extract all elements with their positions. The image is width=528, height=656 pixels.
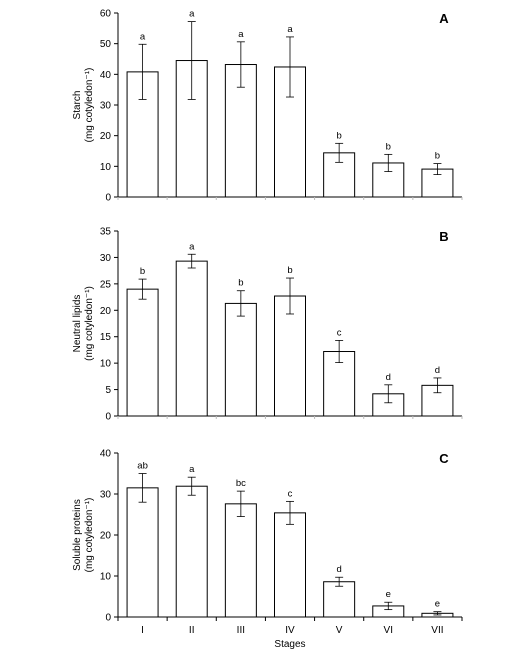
y-tick-label: 25: [100, 279, 112, 290]
y-axis-title: Soluble proteins: [72, 499, 83, 571]
y-tick-label: 0: [105, 193, 111, 204]
significance-label: a: [189, 9, 195, 20]
bar: [224, 302, 257, 417]
chart-panel-c: 0 10 20 30 40 ab Ia II bc III c IV d Ve VI e VII C Soluble…: [72, 449, 463, 650]
bar: [224, 503, 257, 618]
significance-label: e: [435, 599, 440, 610]
y-tick-label: 10: [100, 572, 112, 583]
bar: [175, 260, 208, 417]
panel-letter: C: [439, 451, 449, 466]
significance-label: a: [189, 464, 195, 475]
significance-label: b: [140, 266, 145, 277]
significance-label: b: [336, 130, 341, 141]
panel-letter: A: [439, 11, 449, 26]
y-tick-label: 30: [100, 253, 112, 264]
y-tick-label: 10: [100, 359, 112, 370]
x-tick-label: V: [336, 625, 343, 636]
panel-letter: B: [439, 229, 448, 244]
x-axis-title: Stages: [274, 639, 305, 650]
bar: [126, 487, 159, 618]
y-axis-unit: (mg cotyledon⁻¹): [84, 68, 95, 143]
x-tick-label: II: [189, 625, 195, 636]
significance-label: d: [386, 372, 391, 383]
significance-label: a: [140, 31, 146, 42]
significance-label: d: [435, 365, 440, 376]
y-tick-label: 30: [100, 490, 112, 501]
significance-label: ab: [137, 461, 148, 472]
y-tick-label: 0: [105, 613, 111, 624]
y-axis-unit: (mg cotyledon⁻¹): [84, 498, 95, 573]
bar: [126, 288, 159, 417]
bar: [274, 295, 306, 417]
significance-label: a: [189, 241, 195, 252]
y-tick-label: 60: [100, 9, 112, 20]
significance-label: d: [336, 564, 341, 575]
x-tick-label: VII: [431, 625, 443, 636]
y-tick-label: 0: [105, 412, 111, 423]
y-tick-label: 10: [100, 162, 112, 173]
chart-panel-b: 0 5 10 15 20 25 30 35 b a b b c d d B Neutral lipids (mg …: [72, 227, 463, 423]
y-axis-title: Neutral lipids: [72, 295, 83, 353]
y-axis-unit: (mg cotyledon⁻¹): [84, 286, 95, 361]
significance-label: b: [287, 265, 292, 276]
y-tick-label: 30: [100, 101, 112, 112]
bar: [274, 512, 306, 618]
x-tick-label: VI: [384, 625, 393, 636]
y-tick-label: 35: [100, 227, 112, 238]
x-tick-label: I: [141, 625, 144, 636]
significance-label: b: [386, 141, 391, 152]
chart-panel-a: 0 10 20 30 40 50 60 a a a a b b b A Starch (mg cotyledon…: [72, 9, 463, 204]
significance-label: bc: [236, 478, 246, 489]
y-tick-label: 5: [105, 385, 111, 396]
bar: [323, 581, 356, 618]
y-tick-label: 20: [100, 131, 112, 142]
significance-label: e: [386, 589, 391, 600]
significance-label: b: [435, 151, 440, 162]
y-tick-label: 40: [100, 449, 112, 460]
y-tick-label: 15: [100, 332, 112, 343]
y-tick-label: 40: [100, 70, 112, 81]
bar: [175, 485, 208, 618]
significance-label: b: [238, 278, 243, 289]
significance-label: a: [287, 24, 293, 35]
significance-label: a: [238, 29, 244, 40]
y-tick-label: 20: [100, 306, 112, 317]
significance-label: c: [288, 488, 293, 499]
significance-label: c: [337, 327, 342, 338]
y-axis-title: Starch: [72, 91, 83, 120]
y-tick-label: 50: [100, 39, 112, 50]
y-tick-label: 20: [100, 531, 112, 542]
x-tick-label: IV: [285, 625, 295, 636]
x-tick-label: III: [237, 625, 245, 636]
